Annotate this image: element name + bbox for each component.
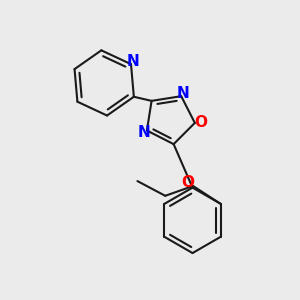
Text: O: O <box>194 116 207 130</box>
Text: O: O <box>182 175 195 190</box>
Text: N: N <box>126 54 139 69</box>
Text: N: N <box>138 124 151 140</box>
Text: N: N <box>176 86 189 101</box>
